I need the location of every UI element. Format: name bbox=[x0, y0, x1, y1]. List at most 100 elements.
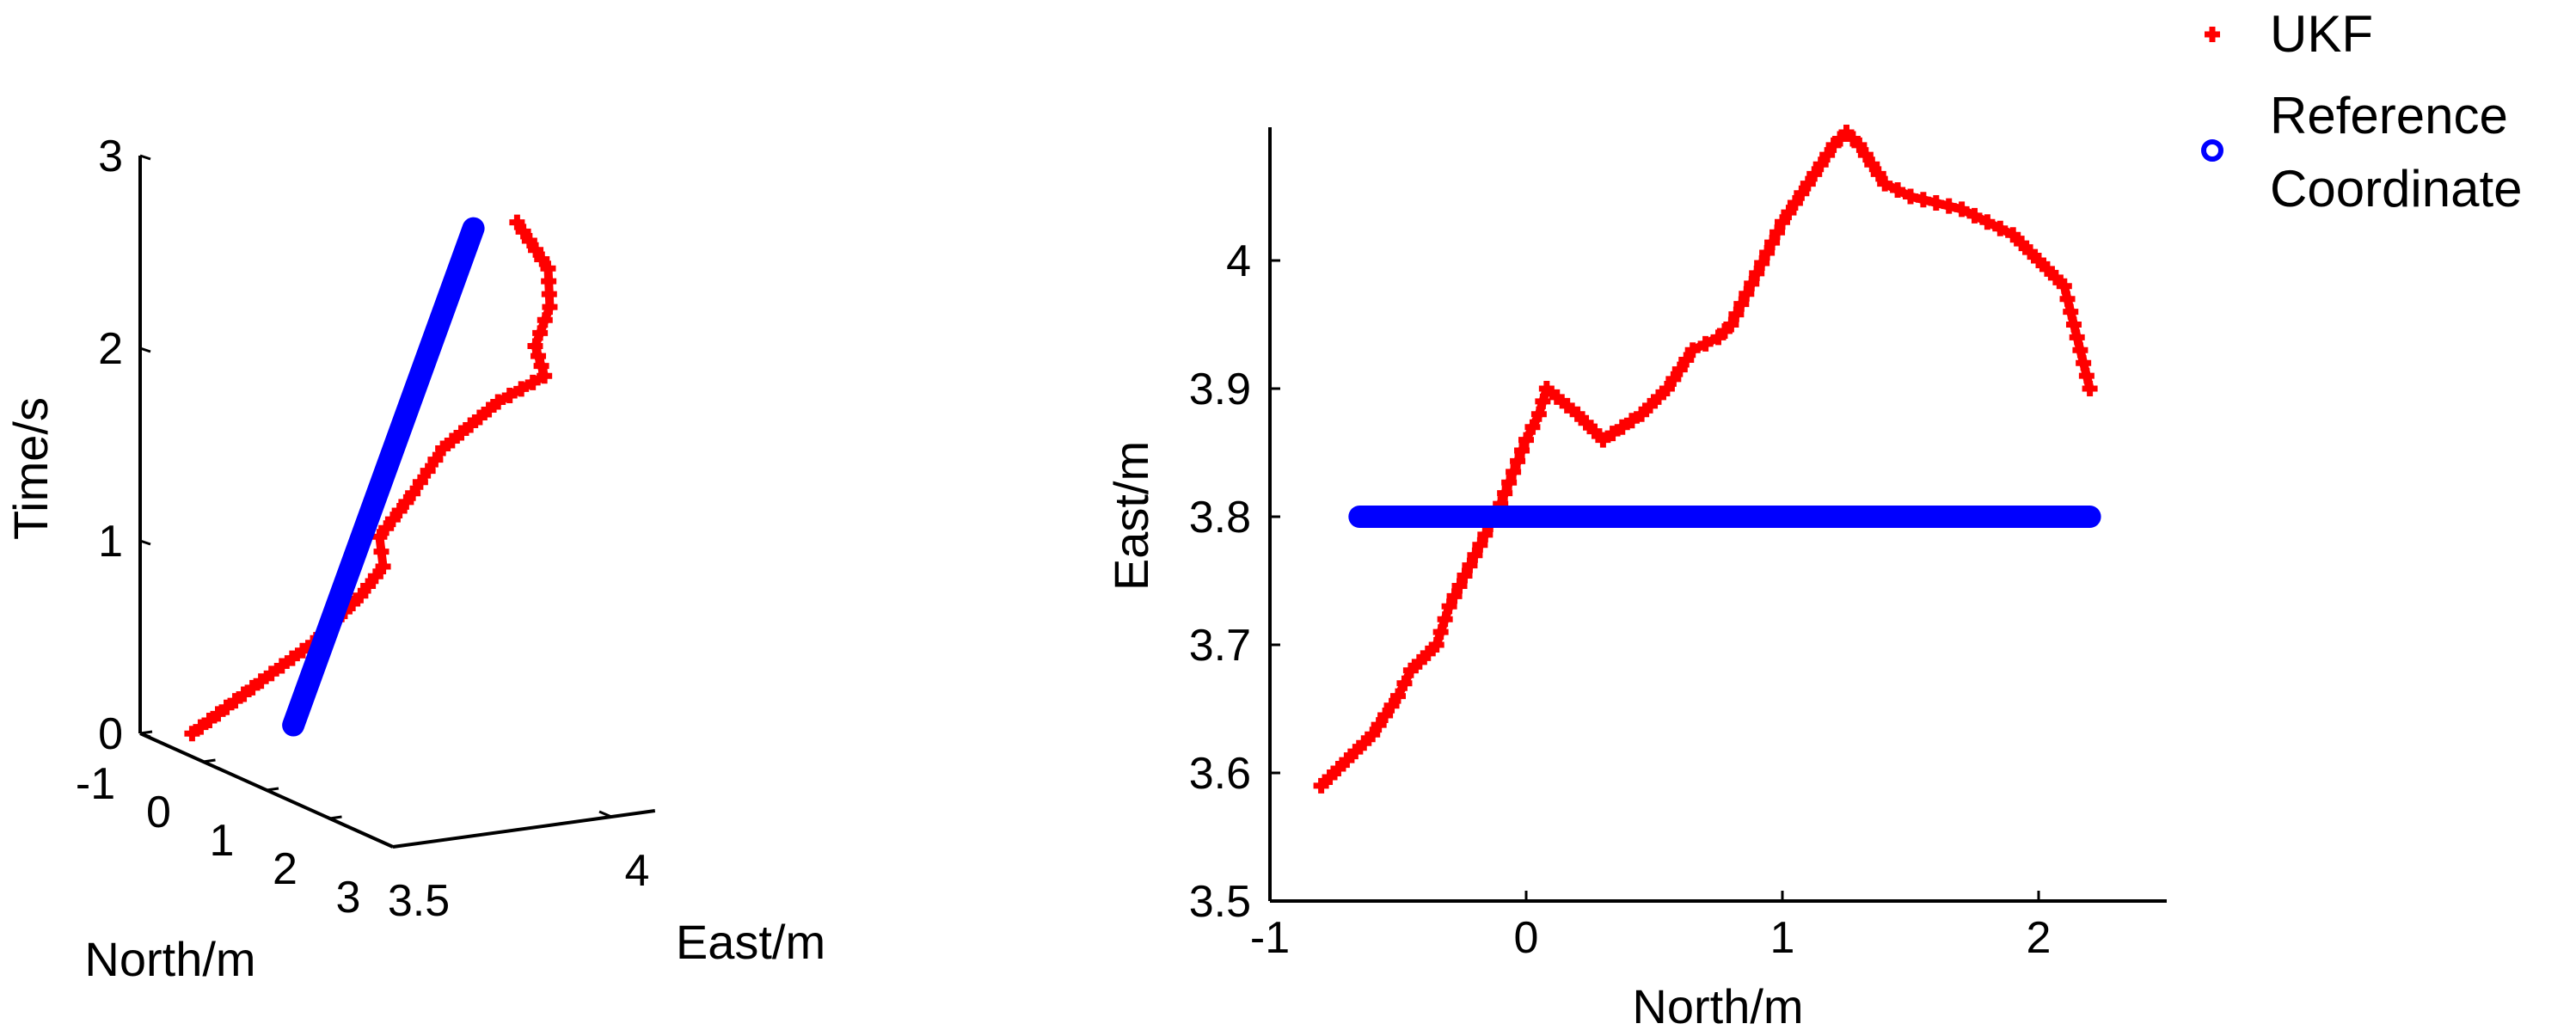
ukf-marker-2d bbox=[1356, 735, 1372, 751]
ukf-marker-3d bbox=[253, 673, 269, 690]
ukf-marker-3d bbox=[367, 568, 383, 585]
ukf-marker-2d bbox=[1549, 389, 1565, 405]
ukf-marker-2d bbox=[1794, 185, 1810, 201]
north-tick bbox=[329, 815, 342, 820]
ukf-marker-3d bbox=[412, 474, 428, 490]
ukf-marker-2d bbox=[1979, 214, 1996, 230]
ukf-marker-3d bbox=[218, 699, 235, 715]
ukf-marker-2d bbox=[1477, 526, 1493, 543]
north-tick-label: 3 bbox=[336, 873, 361, 923]
x-tick-label: 1 bbox=[1770, 913, 1795, 963]
east-tick-label: 4 bbox=[625, 846, 650, 896]
north-axis-title: North/m bbox=[84, 932, 255, 986]
y-tick-label: 3.7 bbox=[1189, 621, 1251, 671]
y-tick-label: 3.6 bbox=[1189, 749, 1251, 799]
ukf-marker-2d bbox=[1744, 275, 1760, 291]
x-axis-title: North/m bbox=[1632, 979, 1803, 1033]
ukf-marker-2d bbox=[1634, 406, 1650, 422]
ukf-marker-2d bbox=[2039, 261, 2055, 277]
ukf-marker-3d bbox=[373, 543, 389, 560]
ukf-marker-3d bbox=[210, 706, 226, 722]
reference-line-3d bbox=[282, 217, 485, 737]
ukf-marker-3d bbox=[527, 338, 543, 354]
reference-series-3d bbox=[282, 217, 485, 737]
legend: UKF Reference Coordinate bbox=[2201, 5, 2523, 218]
ukf-marker-3d bbox=[435, 440, 451, 457]
ukf-marker-3d bbox=[273, 658, 290, 674]
y-tick-label: 3.5 bbox=[1189, 877, 1251, 927]
ukf-marker-2d bbox=[1754, 254, 1770, 271]
ukf-marker-2d bbox=[1903, 188, 1918, 205]
ukf-marker-2d bbox=[1650, 389, 1666, 405]
ukf-marker-3d bbox=[540, 261, 556, 277]
ukf-marker-3d bbox=[184, 726, 200, 742]
legend-item-reference: Reference Coordinate bbox=[2201, 87, 2523, 218]
ukf-marker-2d bbox=[1769, 224, 1786, 241]
ukf-marker-2d bbox=[1966, 207, 1983, 224]
ukf-marker-3d bbox=[405, 485, 421, 501]
ukf-marker-2d bbox=[1864, 156, 1880, 173]
ukf-marker-2d bbox=[1313, 777, 1329, 794]
ukf-marker-2d bbox=[2022, 244, 2039, 261]
north-tick bbox=[392, 843, 406, 849]
ukf-marker-3d bbox=[524, 374, 541, 390]
ukf-marker-3d bbox=[353, 587, 369, 604]
ukf-marker-2d bbox=[1800, 175, 1816, 192]
ukf-marker-3d bbox=[537, 368, 553, 384]
ukf-marker-2d bbox=[1992, 220, 2009, 236]
ukf-marker-2d bbox=[1851, 137, 1868, 153]
ukf-marker-2d bbox=[2069, 329, 2085, 346]
ukf-marker-2d bbox=[1420, 645, 1436, 661]
x-tick-label: 2 bbox=[2027, 913, 2052, 963]
ukf-marker-3d bbox=[533, 358, 549, 374]
ukf-marker-3d bbox=[427, 451, 444, 468]
legend-item-ukf: UKF bbox=[2205, 5, 2373, 63]
y-tick-label: 3.8 bbox=[1189, 493, 1251, 543]
ukf-marker-2d bbox=[2047, 269, 2064, 285]
ukf-marker-2d bbox=[2078, 368, 2095, 384]
y-axis-title: East/m bbox=[1104, 441, 1158, 591]
ukf-marker-2d bbox=[1514, 443, 1530, 459]
legend-label: Coordinate bbox=[2270, 160, 2523, 218]
time-tick bbox=[139, 346, 151, 353]
ukf-marker-2d bbox=[1723, 316, 1739, 333]
ukf-marker-2d bbox=[1728, 306, 1745, 322]
ukf-marker-2d bbox=[1497, 485, 1513, 501]
north-tick-label: 0 bbox=[146, 788, 171, 837]
ukf-marker-2d bbox=[1733, 296, 1750, 312]
ukf-marker-3d bbox=[193, 719, 209, 735]
y-tick-label: 3.9 bbox=[1189, 365, 1251, 414]
ukf-marker-2d bbox=[1446, 588, 1463, 604]
ukf-marker-2d bbox=[1749, 265, 1765, 281]
ukf-marker-2d bbox=[1330, 761, 1346, 777]
ukf-marker-2d bbox=[1506, 463, 1522, 480]
ukf-marker-3d bbox=[532, 325, 549, 341]
ukf-marker-3d bbox=[398, 493, 414, 510]
time-axis-title: Time/s bbox=[3, 397, 58, 540]
ukf-marker-3d bbox=[263, 665, 279, 682]
north-tick bbox=[203, 758, 216, 763]
ukf-marker-2d bbox=[1578, 414, 1594, 431]
ukf-marker-3d bbox=[201, 713, 218, 729]
ukf-marker-2d bbox=[1339, 752, 1355, 769]
ukf-marker-2d bbox=[1759, 245, 1776, 261]
ukf-marker-2d bbox=[1787, 194, 1803, 211]
legend-plus-marker bbox=[2205, 27, 2220, 42]
north-tick bbox=[139, 730, 153, 735]
ukf-marker-2d bbox=[1467, 547, 1483, 563]
ukf-marker-2d bbox=[2031, 253, 2046, 268]
ukf-marker-3d bbox=[534, 251, 550, 267]
legend-circle-marker bbox=[2201, 139, 2223, 162]
east-tick bbox=[380, 840, 394, 849]
ukf-marker-3d bbox=[360, 578, 377, 594]
ukf-marker-2d bbox=[1953, 201, 1970, 218]
ukf-marker-2d bbox=[1383, 697, 1400, 714]
ukf-marker-2d bbox=[1812, 156, 1829, 173]
east-tick-label: 3.5 bbox=[388, 876, 450, 926]
ukf-marker-3d bbox=[509, 214, 525, 230]
ukf-marker-2d bbox=[1642, 397, 1659, 414]
ukf-marker-2d bbox=[1915, 192, 1931, 208]
ukf-marker-3d bbox=[471, 409, 488, 426]
